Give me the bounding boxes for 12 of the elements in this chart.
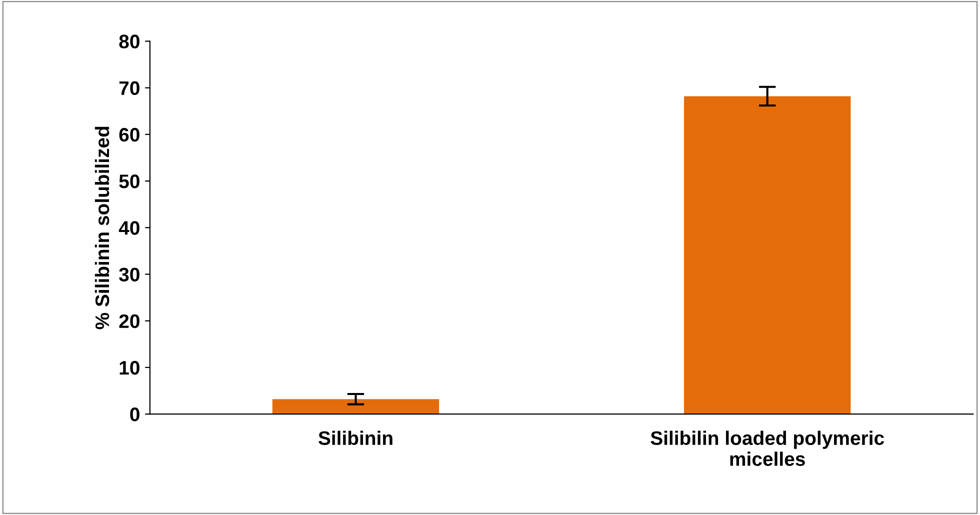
y-tick-label: 20 [119, 314, 140, 328]
y-tick-label: 30 [119, 268, 140, 282]
y-tick-label: 80 [119, 34, 140, 48]
y-tick-label: 60 [119, 128, 140, 142]
y-tick-label: 0 [130, 408, 140, 422]
x-tick-label: Silibinin [318, 430, 392, 446]
y-tick-label: 50 [119, 174, 140, 188]
y-tick-label: 70 [119, 81, 140, 96]
x-tick-label: Silibilin loaded polymeric micelles [650, 430, 884, 466]
y-tick-label: 10 [120, 360, 140, 375]
y-tick-label: 40 [118, 221, 140, 235]
y-axis-title: % Silibinin solubilized [94, 126, 110, 330]
